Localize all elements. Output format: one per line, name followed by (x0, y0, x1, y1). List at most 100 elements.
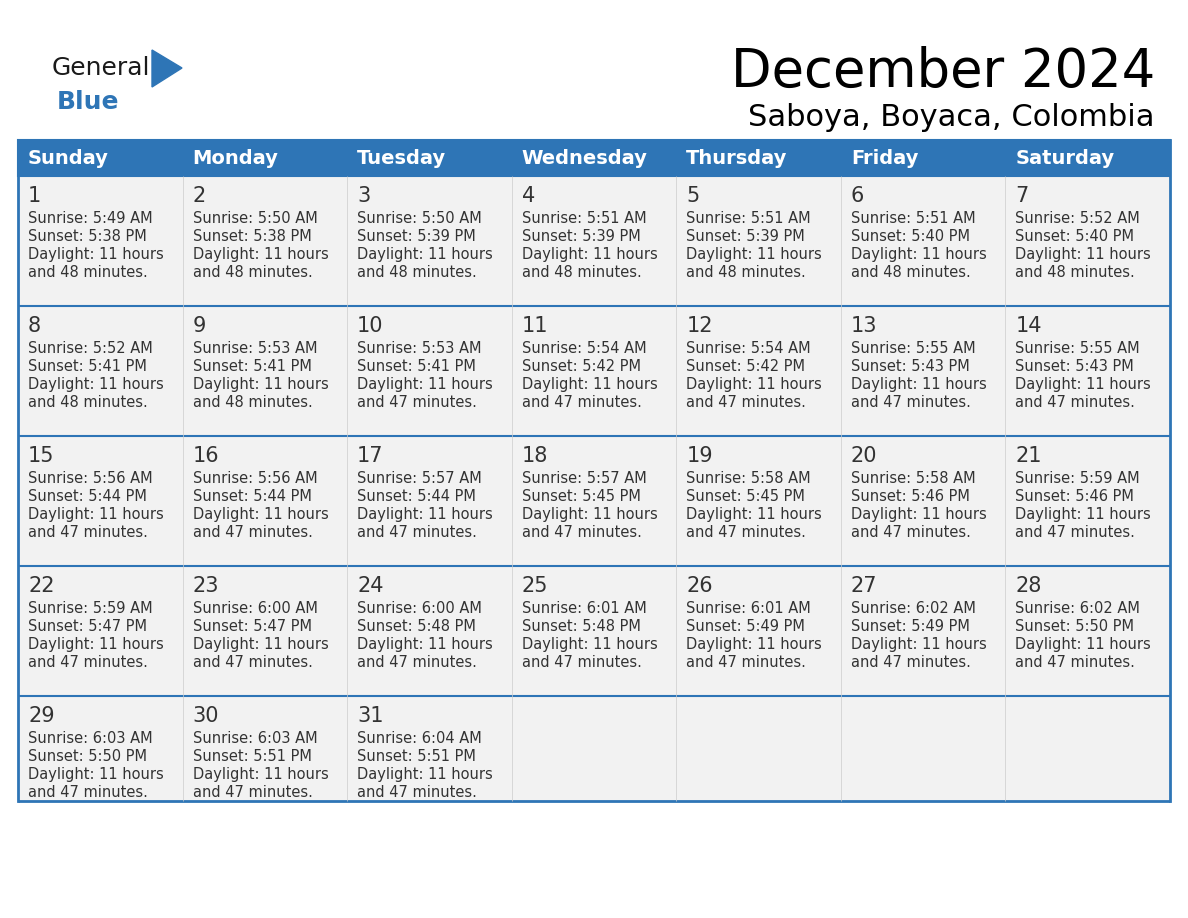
Text: 13: 13 (851, 316, 878, 336)
Text: Sunset: 5:51 PM: Sunset: 5:51 PM (192, 749, 311, 764)
Text: and 47 minutes.: and 47 minutes. (687, 525, 807, 540)
Text: Sunset: 5:41 PM: Sunset: 5:41 PM (192, 359, 311, 374)
Text: Sunrise: 5:52 AM: Sunrise: 5:52 AM (1016, 211, 1140, 226)
Text: 1: 1 (29, 186, 42, 206)
Text: 12: 12 (687, 316, 713, 336)
Text: Saturday: Saturday (1016, 149, 1114, 167)
Text: Daylight: 11 hours: Daylight: 11 hours (522, 507, 657, 522)
Bar (18, 176, 1170, 306)
Text: Sunset: 5:39 PM: Sunset: 5:39 PM (358, 229, 476, 244)
Text: and 47 minutes.: and 47 minutes. (687, 395, 807, 410)
Text: and 47 minutes.: and 47 minutes. (522, 525, 642, 540)
Text: Sunrise: 6:01 AM: Sunrise: 6:01 AM (522, 601, 646, 616)
Text: Sunrise: 6:00 AM: Sunrise: 6:00 AM (192, 601, 317, 616)
Text: Sunset: 5:47 PM: Sunset: 5:47 PM (29, 619, 147, 634)
Text: Sunset: 5:42 PM: Sunset: 5:42 PM (687, 359, 805, 374)
Text: General: General (52, 56, 151, 80)
Text: 14: 14 (1016, 316, 1042, 336)
Text: Daylight: 11 hours: Daylight: 11 hours (29, 767, 164, 782)
Text: Sunset: 5:45 PM: Sunset: 5:45 PM (687, 489, 805, 504)
Text: Sunrise: 5:51 AM: Sunrise: 5:51 AM (522, 211, 646, 226)
Text: Sunset: 5:39 PM: Sunset: 5:39 PM (687, 229, 805, 244)
Text: 17: 17 (358, 446, 384, 466)
Text: Sunset: 5:47 PM: Sunset: 5:47 PM (192, 619, 311, 634)
Text: Daylight: 11 hours: Daylight: 11 hours (851, 507, 986, 522)
Text: Sunset: 5:48 PM: Sunset: 5:48 PM (358, 619, 476, 634)
Text: Daylight: 11 hours: Daylight: 11 hours (522, 247, 657, 262)
Text: 11: 11 (522, 316, 548, 336)
Text: Sunrise: 6:03 AM: Sunrise: 6:03 AM (192, 731, 317, 746)
Text: Daylight: 11 hours: Daylight: 11 hours (687, 507, 822, 522)
Text: Daylight: 11 hours: Daylight: 11 hours (192, 507, 328, 522)
Text: Sunrise: 5:55 AM: Sunrise: 5:55 AM (851, 341, 975, 356)
Text: Daylight: 11 hours: Daylight: 11 hours (192, 637, 328, 652)
Text: Sunset: 5:44 PM: Sunset: 5:44 PM (192, 489, 311, 504)
Text: and 48 minutes.: and 48 minutes. (1016, 265, 1136, 280)
Text: Sunset: 5:50 PM: Sunset: 5:50 PM (1016, 619, 1135, 634)
Text: 26: 26 (687, 576, 713, 596)
Text: Sunset: 5:42 PM: Sunset: 5:42 PM (522, 359, 640, 374)
Text: and 47 minutes.: and 47 minutes. (1016, 655, 1136, 670)
Text: and 47 minutes.: and 47 minutes. (851, 655, 971, 670)
Text: Sunrise: 6:02 AM: Sunrise: 6:02 AM (1016, 601, 1140, 616)
Text: 25: 25 (522, 576, 548, 596)
Text: Sunset: 5:50 PM: Sunset: 5:50 PM (29, 749, 147, 764)
Text: Sunset: 5:43 PM: Sunset: 5:43 PM (851, 359, 969, 374)
Text: 20: 20 (851, 446, 878, 466)
Text: Daylight: 11 hours: Daylight: 11 hours (851, 247, 986, 262)
Text: Daylight: 11 hours: Daylight: 11 hours (358, 767, 493, 782)
Text: and 47 minutes.: and 47 minutes. (522, 395, 642, 410)
Text: 30: 30 (192, 706, 219, 726)
Text: and 47 minutes.: and 47 minutes. (358, 785, 478, 800)
Text: Sunrise: 5:55 AM: Sunrise: 5:55 AM (1016, 341, 1140, 356)
Text: 7: 7 (1016, 186, 1029, 206)
Text: and 47 minutes.: and 47 minutes. (192, 785, 312, 800)
Text: Sunset: 5:38 PM: Sunset: 5:38 PM (29, 229, 147, 244)
Text: and 47 minutes.: and 47 minutes. (29, 655, 147, 670)
Text: and 48 minutes.: and 48 minutes. (29, 265, 147, 280)
Text: Sunset: 5:39 PM: Sunset: 5:39 PM (522, 229, 640, 244)
Text: Tuesday: Tuesday (358, 149, 447, 167)
Text: Sunrise: 5:52 AM: Sunrise: 5:52 AM (29, 341, 153, 356)
Text: and 48 minutes.: and 48 minutes. (192, 265, 312, 280)
Text: Daylight: 11 hours: Daylight: 11 hours (29, 507, 164, 522)
Text: 18: 18 (522, 446, 548, 466)
Text: Sunrise: 5:59 AM: Sunrise: 5:59 AM (1016, 471, 1140, 486)
Text: Sunset: 5:49 PM: Sunset: 5:49 PM (687, 619, 805, 634)
Text: Sunrise: 5:54 AM: Sunrise: 5:54 AM (522, 341, 646, 356)
Text: 19: 19 (687, 446, 713, 466)
Text: December 2024: December 2024 (731, 46, 1155, 98)
Text: Sunrise: 5:56 AM: Sunrise: 5:56 AM (29, 471, 152, 486)
Text: and 47 minutes.: and 47 minutes. (1016, 525, 1136, 540)
Text: Sunrise: 5:56 AM: Sunrise: 5:56 AM (192, 471, 317, 486)
Text: Daylight: 11 hours: Daylight: 11 hours (29, 247, 164, 262)
Text: Sunrise: 6:02 AM: Sunrise: 6:02 AM (851, 601, 975, 616)
Text: and 47 minutes.: and 47 minutes. (522, 655, 642, 670)
Text: Daylight: 11 hours: Daylight: 11 hours (1016, 507, 1151, 522)
Text: Daylight: 11 hours: Daylight: 11 hours (192, 247, 328, 262)
Text: Sunset: 5:48 PM: Sunset: 5:48 PM (522, 619, 640, 634)
Text: 5: 5 (687, 186, 700, 206)
Bar (18, 566, 1170, 696)
Text: 10: 10 (358, 316, 384, 336)
Text: Wednesday: Wednesday (522, 149, 647, 167)
Text: 2: 2 (192, 186, 206, 206)
Text: Sunrise: 5:57 AM: Sunrise: 5:57 AM (358, 471, 482, 486)
Bar (18, 306, 1170, 436)
Text: and 48 minutes.: and 48 minutes. (192, 395, 312, 410)
Text: Sunrise: 5:58 AM: Sunrise: 5:58 AM (687, 471, 811, 486)
Text: Daylight: 11 hours: Daylight: 11 hours (358, 637, 493, 652)
Text: Daylight: 11 hours: Daylight: 11 hours (192, 377, 328, 392)
Text: Saboya, Boyaca, Colombia: Saboya, Boyaca, Colombia (748, 104, 1155, 132)
Text: and 47 minutes.: and 47 minutes. (851, 525, 971, 540)
Text: and 48 minutes.: and 48 minutes. (29, 395, 147, 410)
Text: 23: 23 (192, 576, 219, 596)
Text: Daylight: 11 hours: Daylight: 11 hours (358, 247, 493, 262)
Text: and 47 minutes.: and 47 minutes. (192, 525, 312, 540)
Text: 28: 28 (1016, 576, 1042, 596)
Text: 16: 16 (192, 446, 220, 466)
Text: Sunrise: 5:54 AM: Sunrise: 5:54 AM (687, 341, 811, 356)
Text: Daylight: 11 hours: Daylight: 11 hours (29, 637, 164, 652)
Text: Daylight: 11 hours: Daylight: 11 hours (851, 377, 986, 392)
Text: Sunrise: 5:50 AM: Sunrise: 5:50 AM (192, 211, 317, 226)
